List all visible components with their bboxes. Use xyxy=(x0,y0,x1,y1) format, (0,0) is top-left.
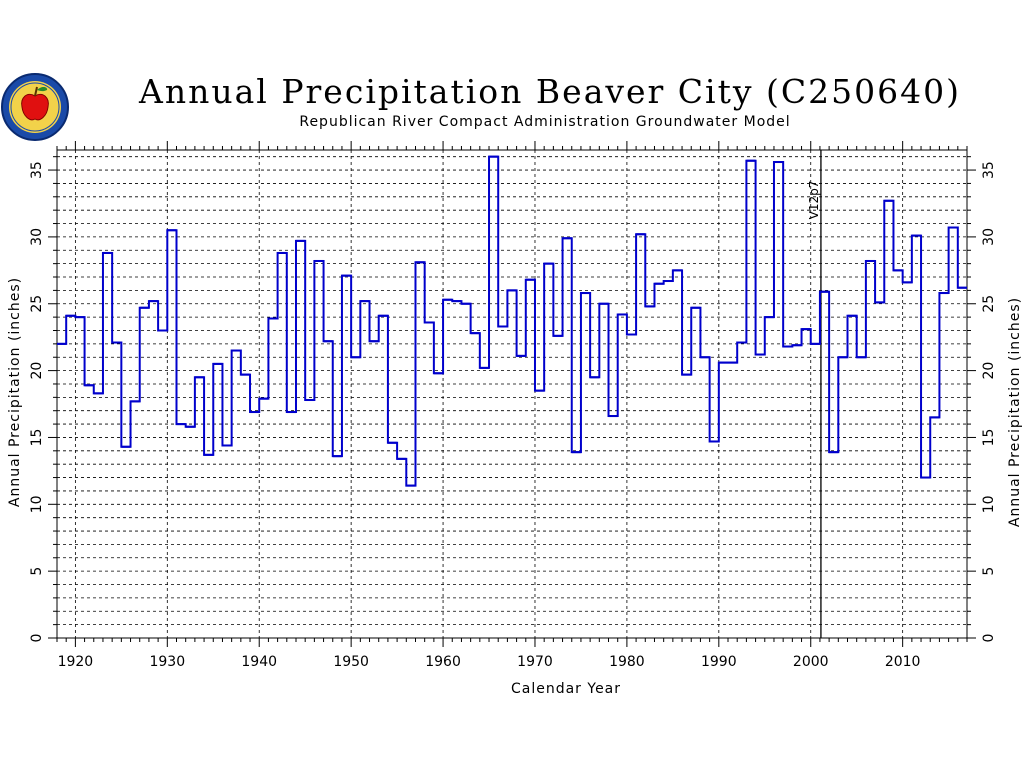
x-tick-label: 1950 xyxy=(333,654,369,670)
x-axis-label: Calendar Year xyxy=(511,681,621,697)
y-tick-label-right: 15 xyxy=(981,429,997,447)
axes-layer xyxy=(48,141,976,647)
y-axis-label-right: Annual Precipitation (inches) xyxy=(1007,297,1023,527)
x-tick-label: 1990 xyxy=(701,654,737,670)
y-tick-label-right: 35 xyxy=(981,161,997,179)
y-tick-label-left: 10 xyxy=(29,495,45,513)
x-tick-label: 1940 xyxy=(241,654,277,670)
chart-subtitle: Republican River Compact Administration … xyxy=(299,114,791,130)
y-tick-label-right: 25 xyxy=(981,295,997,313)
y-tick-label-left: 5 xyxy=(29,567,45,576)
label-layer: 1920 1930 1940 1950 1960 1970 1980 1990 2000 2010… xyxy=(7,161,1023,697)
rrca-logo-icon xyxy=(0,72,72,144)
y-tick-label-left: 25 xyxy=(29,295,45,313)
y-tick-label-right: 30 xyxy=(981,228,997,246)
chart-title: Annual Precipitation Beaver City (C25064… xyxy=(139,72,961,111)
y-axis-label-left: Annual Precipitation (inches) xyxy=(7,277,23,507)
x-tick-label: 2010 xyxy=(885,654,921,670)
y-tick-label-right: 10 xyxy=(981,495,997,513)
series-layer xyxy=(57,155,967,487)
model-version-label: V12p7 xyxy=(807,181,821,220)
y-tick-label-right: 0 xyxy=(981,634,997,643)
x-tick-label: 1920 xyxy=(58,654,94,670)
y-tick-label-left: 35 xyxy=(29,161,45,179)
y-tick-label-left: 0 xyxy=(29,634,45,643)
x-tick-label: 1980 xyxy=(609,654,645,670)
x-tick-label: 1970 xyxy=(517,654,553,670)
y-tick-label-right: 20 xyxy=(981,362,997,380)
plot-frame xyxy=(56,149,968,639)
grid-layer xyxy=(57,150,967,638)
y-tick-label-left: 20 xyxy=(29,362,45,380)
precipitation-step-line xyxy=(57,155,967,487)
y-tick-label-left: 30 xyxy=(29,228,45,246)
x-tick-label: 2000 xyxy=(793,654,829,670)
x-tick-label: 1930 xyxy=(149,654,185,670)
x-tick-label: 1960 xyxy=(425,654,461,670)
marker-layer: V12p7 xyxy=(807,150,822,638)
y-tick-label-left: 15 xyxy=(29,429,45,447)
y-tick-label-right: 5 xyxy=(981,567,997,576)
